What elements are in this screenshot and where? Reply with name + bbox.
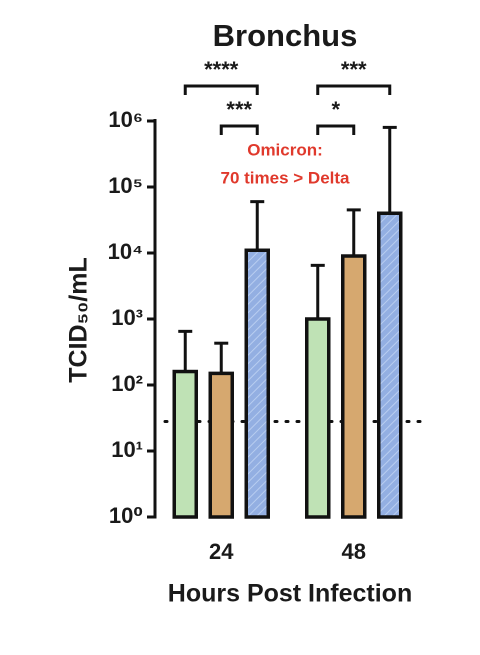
y-tick-label: 10⁵ (108, 173, 143, 198)
y-tick-label: 10² (111, 371, 143, 396)
bar (208, 371, 234, 519)
x-tick-label: 24 (209, 539, 234, 564)
significance-bracket (183, 84, 259, 95)
bar (377, 211, 403, 519)
significance-bracket (219, 124, 259, 135)
chart-title: Bronchus (213, 18, 358, 53)
bar (305, 317, 331, 519)
significance-bracket (316, 124, 356, 135)
x-tick-label: 48 (342, 539, 366, 564)
y-tick-label: 10¹ (111, 437, 143, 462)
bar (341, 254, 367, 519)
y-tick-label: 10⁰ (109, 503, 143, 528)
significance-label: *** (341, 57, 367, 82)
significance-label: **** (204, 57, 239, 82)
bar (244, 248, 270, 519)
y-axis-title: TCID₅₀/mL (65, 257, 93, 383)
significance-label: *** (226, 97, 252, 122)
y-tick-label: 10⁴ (108, 239, 143, 264)
y-tick-label: 10³ (111, 305, 143, 330)
bar (172, 369, 198, 519)
significance-label: * (331, 97, 340, 122)
annotation: 70 times > Delta (221, 168, 351, 187)
x-axis-title: Hours Post Infection (168, 580, 412, 608)
y-tick-label: 10⁶ (108, 107, 143, 132)
significance-bracket (316, 84, 392, 95)
annotation: Omicron: (247, 140, 323, 159)
